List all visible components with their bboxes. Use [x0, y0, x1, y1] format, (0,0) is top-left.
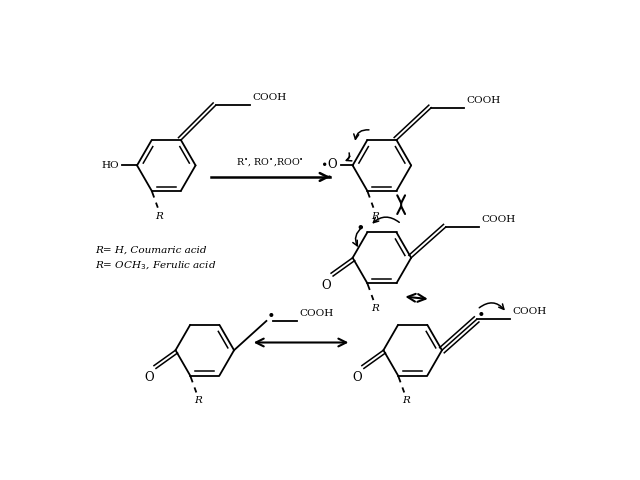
Text: $\bullet$: $\bullet$ [476, 305, 484, 319]
Text: COOH: COOH [481, 215, 515, 224]
Text: $\bullet$O: $\bullet$O [321, 157, 339, 171]
Text: COOH: COOH [512, 307, 547, 316]
Text: R: R [402, 396, 410, 405]
Text: HO: HO [102, 161, 119, 170]
Text: R: R [194, 396, 202, 405]
Text: O: O [353, 371, 362, 384]
Text: R: R [156, 212, 163, 220]
Text: O: O [145, 371, 154, 384]
Text: $\bullet$: $\bullet$ [355, 219, 364, 234]
Text: R$^{\bullet}$, RO$^{\bullet}$,ROO$^{\bullet}$: R$^{\bullet}$, RO$^{\bullet}$,ROO$^{\bul… [236, 156, 304, 168]
Text: O: O [322, 278, 332, 291]
Text: COOH: COOH [253, 93, 287, 102]
Text: R= H, Coumaric acid: R= H, Coumaric acid [95, 246, 207, 254]
Text: R= OCH$_3$, Ferulic acid: R= OCH$_3$, Ferulic acid [95, 259, 217, 272]
Text: R: R [371, 212, 379, 220]
Text: COOH: COOH [300, 309, 334, 318]
Text: R: R [371, 304, 379, 313]
Text: $\bullet$: $\bullet$ [266, 306, 275, 320]
Text: COOH: COOH [467, 96, 501, 105]
